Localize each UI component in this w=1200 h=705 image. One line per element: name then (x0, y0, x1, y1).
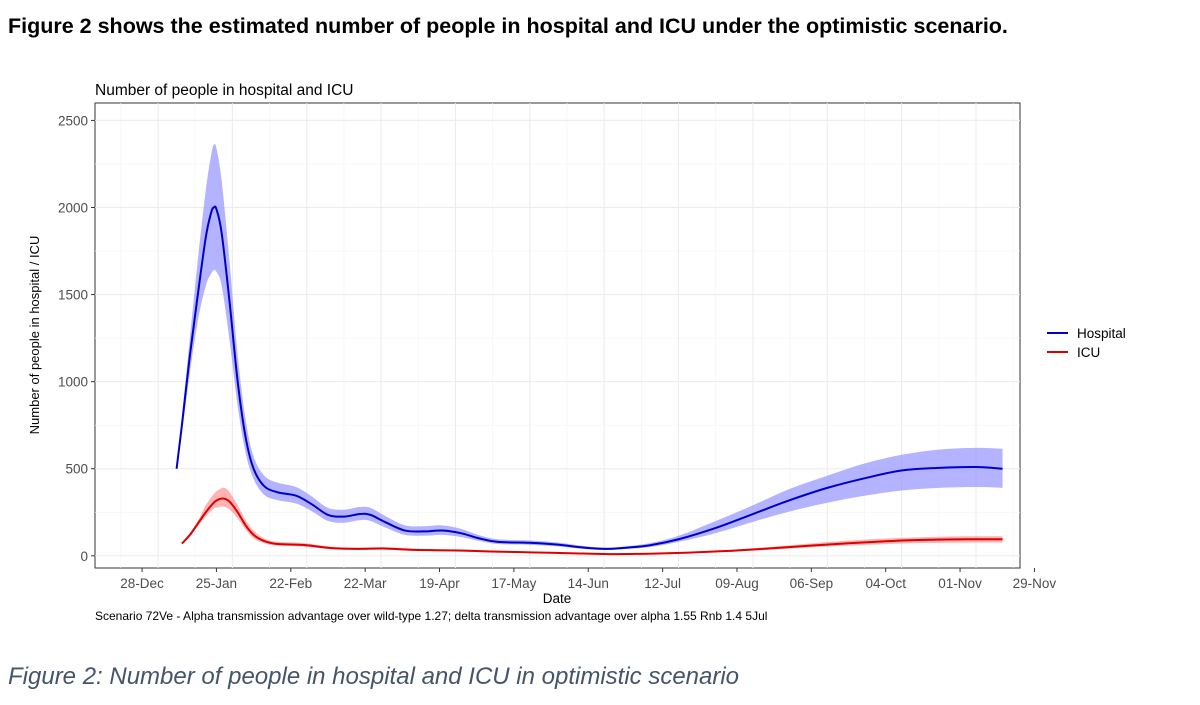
x-tick-label: 14-Jun (568, 576, 609, 591)
y-tick-label: 2000 (58, 200, 88, 215)
y-tick-label: 1000 (58, 375, 88, 390)
icu-legend-label: ICU (1077, 345, 1100, 360)
x-tick-label: 06-Sep (790, 576, 834, 591)
y-tick-label: 500 (65, 462, 88, 477)
y-tick-label: 2500 (58, 113, 88, 128)
x-tick-label: 09-Aug (715, 576, 759, 591)
y-axis-ticks: 0 500 1000 1500 2000 2500 (58, 113, 95, 564)
x-tick-label: 25-Jan (196, 576, 237, 591)
chart-title: Number of people in hospital and ICU (95, 82, 353, 99)
x-tick-label: 01-Nov (938, 576, 982, 591)
hospital-legend-label: Hospital (1077, 326, 1126, 341)
x-tick-label: 22-Feb (269, 576, 312, 591)
x-axis-label: Date (543, 591, 572, 606)
x-tick-label: 19-Apr (419, 576, 460, 591)
x-tick-label: 29-Nov (1013, 576, 1057, 591)
y-axis-label: Number of people in hospital / ICU (27, 236, 42, 435)
hospital-line (175, 205, 1003, 550)
icu-line (181, 497, 1003, 556)
x-axis-ticks: 28-Dec 25-Jan 22-Feb 22-Mar 19-Apr 17-May 14-J… (120, 568, 1056, 591)
scenario-footnote: Scenario 72Ve - Alpha transmission advan… (95, 609, 767, 623)
series-lines (175, 205, 1003, 556)
heading-text: Figure 2 shows the estimated number of p… (8, 14, 1008, 38)
x-tick-label: 12-Jul (644, 576, 681, 591)
x-tick-label: 04-Oct (865, 576, 906, 591)
legend: Hospital ICU (1047, 326, 1126, 360)
figure-caption: Figure 2: Number of people in hospital a… (8, 663, 740, 690)
y-tick-label: 1500 (58, 288, 88, 303)
x-tick-label: 17-May (491, 576, 536, 591)
x-tick-label: 28-Dec (120, 576, 164, 591)
y-tick-label: 0 (80, 549, 88, 564)
x-tick-label: 22-Mar (344, 576, 387, 591)
